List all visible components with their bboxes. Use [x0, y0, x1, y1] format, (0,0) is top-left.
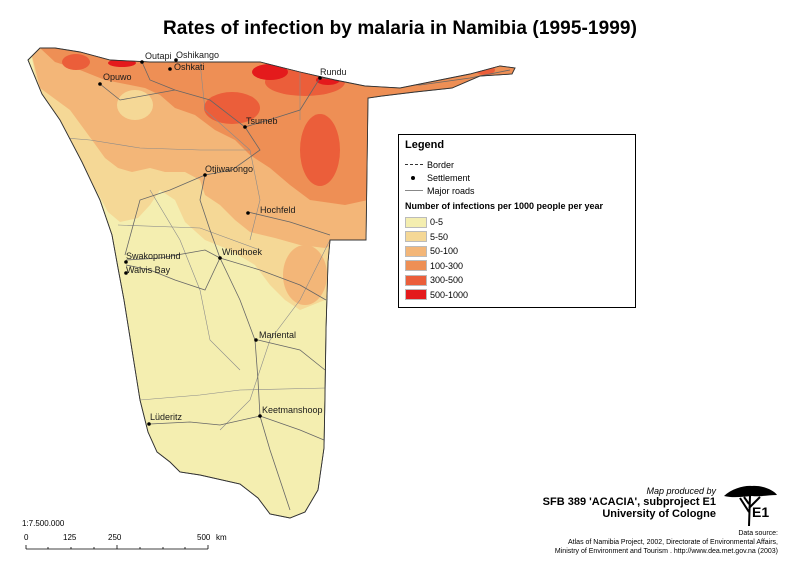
settlement-label: Hochfeld	[260, 205, 296, 215]
settlement-dot	[246, 211, 250, 215]
credit-line-1: SFB 389 'ACACIA', subproject E1	[542, 496, 716, 508]
legend-class-label: 500-1000	[430, 289, 469, 300]
legend-swatch	[405, 216, 427, 228]
settlement-dot	[124, 271, 128, 275]
settlement-label: Oshikango	[176, 50, 219, 60]
legend-swatch	[405, 274, 427, 286]
settlement-dot	[243, 125, 247, 129]
road-line-icon	[405, 190, 423, 191]
settlement-dot	[98, 82, 102, 86]
legend-roads-label: Major roads	[427, 185, 475, 196]
legend: Legend Border Settlement Major roads Num…	[398, 134, 636, 308]
legend-settlement: Settlement	[405, 171, 629, 184]
map-title: Rates of infection by malaria in Namibia…	[162, 18, 638, 39]
legend-class-row: 5-50	[405, 230, 629, 245]
settlements: Outapi Oshikango Oshkati Opuwo Rundu Tsu…	[98, 50, 347, 426]
zone-300-500-west	[62, 54, 90, 70]
credit-line-2: University of Cologne	[602, 508, 716, 520]
legend-class-label: 0-5	[430, 217, 444, 228]
settlement-dot-icon	[411, 175, 415, 180]
settlement-label: Outapi	[145, 51, 172, 61]
settlement-label: Oshkati	[174, 62, 205, 72]
legend-swatch	[405, 289, 427, 301]
legend-class-label: 300-500	[430, 275, 464, 286]
settlement-label: Windhoek	[222, 247, 263, 257]
logo-text: E1	[752, 504, 770, 520]
settlement-label: Opuwo	[103, 72, 132, 82]
scale-unit: km	[216, 533, 227, 542]
settlement-dot	[254, 338, 258, 342]
legend-class-row: 100-300	[405, 259, 629, 274]
settlement-dot	[218, 256, 222, 260]
scale-tick-label: 250	[108, 533, 122, 542]
zone-500-1000-north	[252, 64, 288, 80]
region-boundaries	[29, 61, 331, 431]
settlement-label: Rundu	[320, 67, 347, 77]
credit-block: Map produced by SFB 389 'ACACIA', subpro…	[543, 486, 716, 520]
credit-produced-by: Map produced by	[646, 486, 716, 496]
zone-300-500-north	[204, 92, 260, 124]
settlement-label: Otjiwarongo	[205, 164, 253, 174]
settlement-label: Swakopmund	[126, 251, 181, 261]
zone-50-100-south	[283, 245, 327, 305]
settlement-label: Walvis Bay	[126, 265, 171, 275]
scale-bar	[25, 545, 209, 550]
legend-class-row: 300-500	[405, 273, 629, 288]
settlement-dot	[168, 67, 172, 71]
settlement-label: Mariental	[259, 330, 296, 340]
data-source-line-2: Ministry of Environment and Tourism . ht…	[554, 548, 778, 555]
legend-class-row: 0-5	[405, 215, 629, 230]
settlement-dot	[147, 422, 151, 426]
legend-swatch	[405, 260, 427, 272]
settlement-dot	[258, 414, 262, 418]
legend-swatch	[405, 231, 427, 243]
legend-class-label: 5-50	[430, 231, 449, 242]
scale-tick-label: 500	[197, 533, 211, 542]
data-source-label: Data source:	[738, 530, 778, 537]
border-line-icon	[405, 164, 423, 165]
major-roads	[99, 61, 511, 511]
legend-border-label: Border	[427, 159, 455, 170]
scale-tick-label: 0	[24, 533, 29, 542]
settlement-label: Keetmanshoop	[262, 405, 323, 415]
acacia-tree-logo-icon	[724, 485, 777, 527]
legend-settlement-label: Settlement	[427, 172, 471, 183]
data-source-line-1: Atlas of Namibia Project, 2002, Director…	[568, 539, 778, 546]
scale-ratio: 1:7.500.000	[22, 519, 65, 528]
settlement-dot	[174, 58, 178, 62]
settlement-dot	[203, 173, 207, 177]
national-border	[27, 47, 516, 519]
data-source: Data source: Atlas of Namibia Project, 2…	[555, 529, 778, 556]
settlement-label: Tsumeb	[246, 116, 278, 126]
settlement-dot	[318, 76, 322, 80]
zone-300-500-east	[300, 114, 340, 186]
legend-classes: 0-5 5-50 50-100 100-300 300-500 500-1000	[405, 215, 629, 302]
legend-title: Legend	[405, 139, 445, 151]
legend-class-row: 500-1000	[405, 288, 629, 303]
legend-subtitle: Number of infections per 1000 people per…	[405, 201, 604, 211]
zone-5-50-pocket	[117, 90, 153, 120]
settlement-label: Lüderitz	[150, 412, 183, 422]
legend-roads: Major roads	[405, 184, 629, 197]
legend-class-row: 50-100	[405, 244, 629, 259]
legend-swatch	[405, 245, 427, 257]
settlement-dot	[140, 60, 144, 64]
settlement-dot	[124, 260, 128, 264]
legend-class-label: 100-300	[430, 260, 464, 271]
legend-border: Border	[405, 158, 629, 171]
scale-tick-label: 125	[63, 533, 77, 542]
legend-class-label: 50-100	[430, 246, 459, 257]
